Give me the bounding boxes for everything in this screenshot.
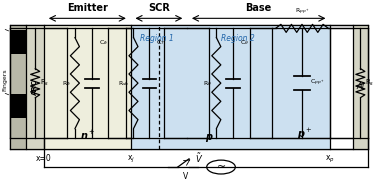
Text: R$_{\delta}$: R$_{\delta}$ xyxy=(62,79,70,88)
Text: $\tilde{V}$: $\tilde{V}$ xyxy=(195,151,203,165)
Text: Base: Base xyxy=(246,3,272,13)
Bar xyxy=(131,25,330,149)
Text: Al: Al xyxy=(356,82,364,91)
Text: Emitter: Emitter xyxy=(67,3,108,13)
Bar xyxy=(11,30,26,54)
Text: R$_{\theta}$: R$_{\theta}$ xyxy=(203,79,212,88)
Text: x$_p$: x$_p$ xyxy=(325,154,335,165)
Bar xyxy=(353,25,368,149)
Text: C$_{pp^+}$: C$_{pp^+}$ xyxy=(310,78,325,88)
Text: x=0: x=0 xyxy=(36,154,52,163)
Text: Region 2: Region 2 xyxy=(221,34,255,43)
Text: x$_j$: x$_j$ xyxy=(127,154,135,165)
Text: R$_{sh}$: R$_{sh}$ xyxy=(118,79,129,88)
Text: p: p xyxy=(205,132,212,142)
Text: Region 1: Region 1 xyxy=(140,34,174,43)
Text: C$_{\delta}$: C$_{\delta}$ xyxy=(99,39,108,47)
Text: p$^+$: p$^+$ xyxy=(297,126,313,142)
Text: R$_{pp^+}$: R$_{pp^+}$ xyxy=(294,7,310,17)
Text: R$_s$: R$_s$ xyxy=(40,78,50,88)
Bar xyxy=(44,25,131,149)
Bar xyxy=(10,25,26,149)
Text: R$_s$: R$_s$ xyxy=(365,78,374,88)
Text: SCR: SCR xyxy=(148,3,170,13)
Text: n$^+$: n$^+$ xyxy=(80,128,95,142)
Text: ARC: ARC xyxy=(32,79,38,95)
Text: C$_T$: C$_T$ xyxy=(156,39,166,47)
Bar xyxy=(11,94,26,118)
Text: C$_{\theta}$: C$_{\theta}$ xyxy=(240,39,249,47)
Text: V: V xyxy=(183,172,188,181)
Text: ~: ~ xyxy=(216,162,226,172)
Bar xyxy=(26,25,44,149)
Bar xyxy=(10,25,368,149)
Text: Fingers: Fingers xyxy=(2,68,7,91)
